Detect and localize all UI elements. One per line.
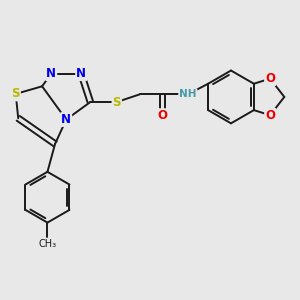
Text: NH: NH — [179, 89, 196, 99]
Text: O: O — [265, 72, 275, 85]
Text: S: S — [112, 95, 121, 109]
Text: O: O — [158, 109, 167, 122]
Text: S: S — [11, 87, 20, 101]
Text: N: N — [61, 113, 71, 126]
Text: N: N — [46, 67, 56, 80]
Text: O: O — [265, 109, 275, 122]
Text: CH₃: CH₃ — [38, 239, 56, 249]
Text: N: N — [76, 67, 86, 80]
